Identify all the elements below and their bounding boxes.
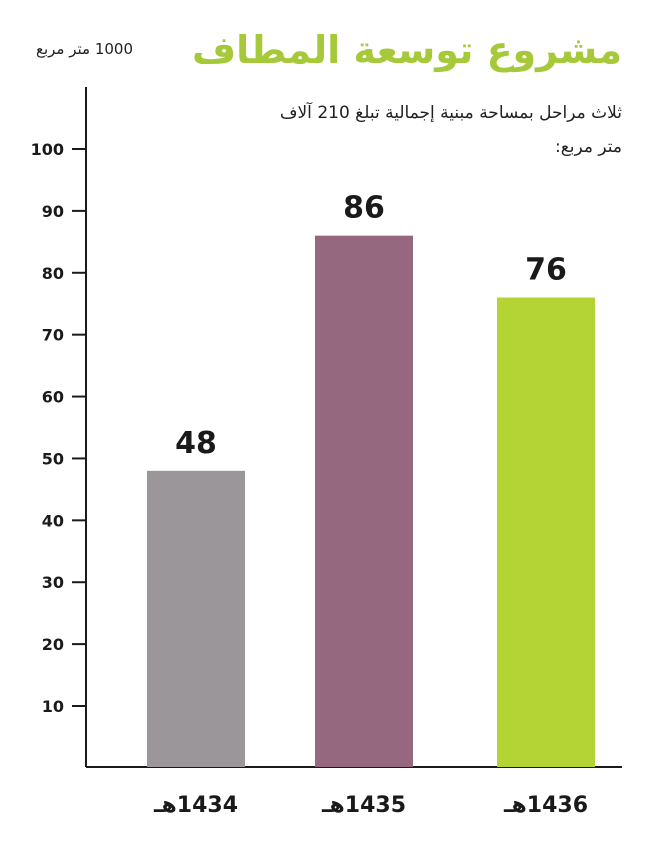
y-tick-label-60: 60 [42, 388, 64, 407]
y-tick-label-100: 100 [31, 140, 64, 159]
y-tick-label-90: 90 [42, 202, 64, 221]
y-tick-label-30: 30 [42, 573, 64, 592]
y-tick-label-20: 20 [42, 635, 64, 654]
y-tick-label-80: 80 [42, 264, 64, 283]
category-label-2: 1435هـ [321, 793, 406, 818]
chart-subtitle: ثلاث مراحل بمساحة مبنية إجمالية تبلغ 210… [279, 103, 622, 157]
y-axis-unit-label: 1000 متر مربع [36, 40, 134, 58]
bar-2 [315, 235, 413, 768]
y-tick-label-70: 70 [42, 326, 64, 345]
data-label-2: 86 [343, 191, 385, 226]
data-label-3: 76 [525, 253, 567, 288]
y-tick-label-50: 50 [42, 449, 64, 468]
y-tick-label-10: 10 [42, 697, 64, 716]
category-label-1: 1434هـ [153, 793, 238, 818]
bar-3 [497, 297, 595, 767]
category-label-3: 1436هـ [503, 793, 588, 818]
y-tick-label-40: 40 [42, 511, 64, 530]
bar-1 [147, 470, 245, 767]
data-label-1: 48 [175, 426, 217, 461]
chart-title: مشروع توسعة المطاف [191, 28, 622, 72]
